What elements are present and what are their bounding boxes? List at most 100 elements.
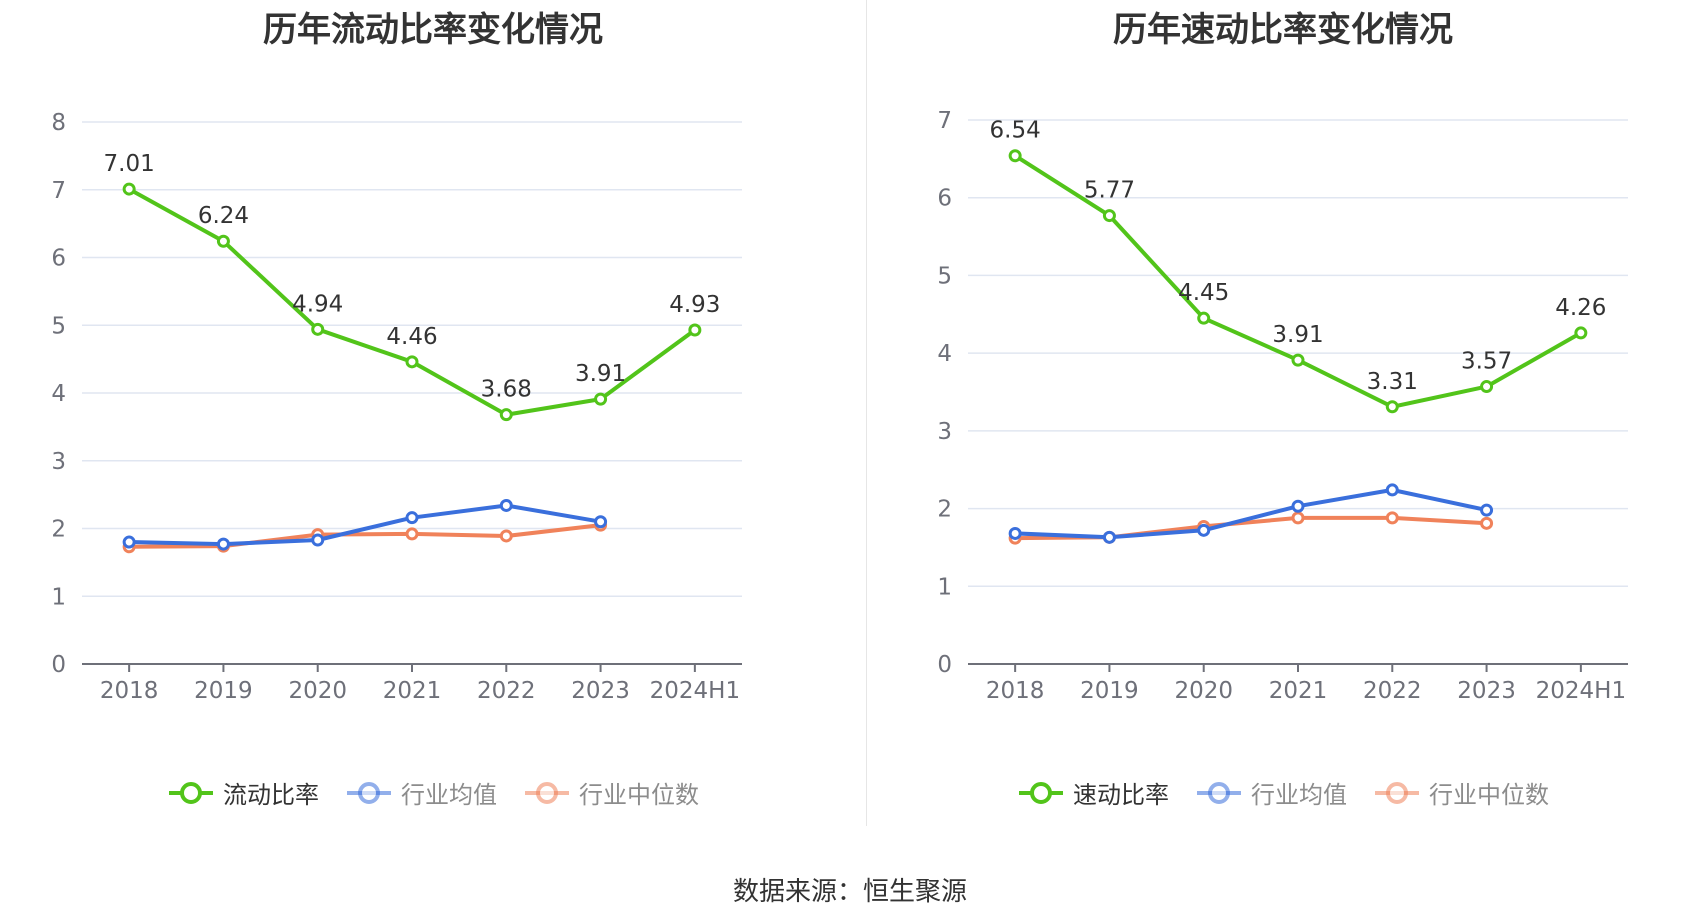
data-point <box>1291 499 1305 513</box>
y-tick-label: 3 <box>51 449 66 475</box>
legend-marker-icon <box>1375 781 1419 804</box>
data-label: 7.01 <box>104 151 155 177</box>
data-label: 3.68 <box>481 377 532 403</box>
legend-marker-icon <box>347 781 391 804</box>
data-point <box>1385 400 1399 414</box>
data-point <box>311 322 325 336</box>
y-tick-label: 6 <box>937 186 952 212</box>
data-point <box>311 533 325 547</box>
legend-label: 行业均值 <box>1251 781 1347 809</box>
legend-marker-icon <box>169 781 213 804</box>
series-line <box>129 503 601 547</box>
x-tick-label: 2021 <box>383 678 442 704</box>
data-label: 4.93 <box>669 292 720 318</box>
data-point <box>1197 523 1211 537</box>
legend-marker-icon <box>1019 781 1063 804</box>
legend-item[interactable]: 行业均值 <box>1195 775 1347 810</box>
y-tick-label: 4 <box>51 381 66 407</box>
data-point <box>1008 526 1022 540</box>
x-tick-label: 2020 <box>1174 678 1233 704</box>
data-point <box>405 527 419 541</box>
x-tick-label: 2021 <box>1269 678 1328 704</box>
panel-divider <box>866 0 867 826</box>
data-point <box>405 355 419 369</box>
y-tick-label: 0 <box>51 652 66 678</box>
x-tick-label: 2022 <box>1363 678 1422 704</box>
data-point <box>1385 483 1399 497</box>
data-point <box>1480 503 1494 517</box>
data-label: 5.77 <box>1084 178 1135 204</box>
series-line <box>1015 487 1488 540</box>
x-tick-label: 2018 <box>100 678 159 704</box>
chart-title: 历年流动比率变化情况 <box>263 10 603 50</box>
y-tick-label: 1 <box>937 574 952 600</box>
quick-ratio-panel: 历年速动比率变化情况 0 1 2 3 4 5 6 7 2018 2019 2020 2021 2022 2… <box>866 0 1700 918</box>
x-tick-label: 2023 <box>571 678 630 704</box>
legend-item[interactable]: 行业中位数 <box>523 775 699 810</box>
data-point <box>216 234 230 248</box>
x-tick-label: 2018 <box>986 678 1045 704</box>
data-point <box>405 511 419 525</box>
data-point <box>1385 511 1399 525</box>
data-point <box>216 537 230 551</box>
legend-item[interactable]: 行业中位数 <box>1373 775 1549 810</box>
y-tick-label: 7 <box>937 108 952 134</box>
data-point <box>122 535 136 549</box>
y-tick-label: 0 <box>937 652 952 678</box>
x-tick-label: 2019 <box>1080 678 1139 704</box>
legend-item[interactable]: 流动比率 <box>167 775 319 810</box>
y-tick-label: 2 <box>51 517 66 543</box>
y-tick-label: 4 <box>937 341 952 367</box>
data-point <box>1102 530 1116 544</box>
chart-legend: 速动比率 行业均值 行业中位数 <box>866 775 1700 810</box>
data-label: 3.91 <box>575 361 626 387</box>
data-point <box>1480 516 1494 530</box>
data-label: 4.46 <box>386 324 437 350</box>
y-tick-label: 6 <box>51 246 66 272</box>
data-point <box>122 182 136 196</box>
data-label: 6.54 <box>990 118 1041 144</box>
data-label: 3.57 <box>1461 349 1512 375</box>
data-point <box>1008 149 1022 163</box>
x-tick-label: 2023 <box>1457 678 1516 704</box>
data-point <box>688 323 702 337</box>
data-source: 数据来源：恒生聚源 <box>732 877 967 907</box>
data-point <box>1291 511 1305 525</box>
series-line <box>129 523 601 549</box>
y-tick-label: 8 <box>51 110 66 136</box>
legend-item[interactable]: 速动比率 <box>1017 775 1169 810</box>
data-point <box>594 392 608 406</box>
data-point <box>594 515 608 529</box>
data-point <box>1197 311 1211 325</box>
legend-marker-icon <box>1197 781 1241 804</box>
x-tick-label: 2022 <box>477 678 536 704</box>
data-label: 3.31 <box>1367 369 1418 395</box>
y-tick-label: 7 <box>51 178 66 204</box>
data-point <box>499 498 513 512</box>
chart-title: 历年速动比率变化情况 <box>1113 10 1453 50</box>
x-tick-label: 2020 <box>288 678 347 704</box>
chart-legend: 流动比率 行业均值 行业中位数 <box>0 775 866 810</box>
data-label: 4.45 <box>1178 280 1229 306</box>
x-tick-label: 2019 <box>194 678 253 704</box>
data-point <box>499 408 513 422</box>
legend-label: 流动比率 <box>223 781 319 809</box>
y-tick-label: 3 <box>937 419 952 445</box>
current-ratio-panel: 历年流动比率变化情况 0 1 2 3 4 5 6 7 8 2018 2019 2020 2021 2022… <box>0 10 866 810</box>
x-tick-label: 2024H1 <box>1536 678 1626 704</box>
legend-marker-icon <box>525 781 569 804</box>
data-point <box>1102 209 1116 223</box>
data-label: 4.94 <box>292 291 343 317</box>
legend-label: 速动比率 <box>1073 781 1169 809</box>
data-point <box>499 529 513 543</box>
legend-item[interactable]: 行业均值 <box>345 775 497 810</box>
data-label: 6.24 <box>198 203 249 229</box>
current-ratio-chart: 0 1 2 3 4 5 6 7 8 2018 2019 2020 2021 2022 2023 2024H1 7… <box>51 110 742 704</box>
legend-label: 行业均值 <box>401 781 497 809</box>
y-tick-label: 1 <box>51 584 66 610</box>
data-point <box>1291 353 1305 367</box>
quick-ratio-chart: 0 1 2 3 4 5 6 7 2018 2019 2020 2021 2022 2023 2024H1 6.… <box>937 108 1628 704</box>
y-tick-label: 2 <box>937 497 952 523</box>
legend-label: 行业中位数 <box>1429 781 1549 809</box>
data-label: 3.91 <box>1272 322 1323 348</box>
